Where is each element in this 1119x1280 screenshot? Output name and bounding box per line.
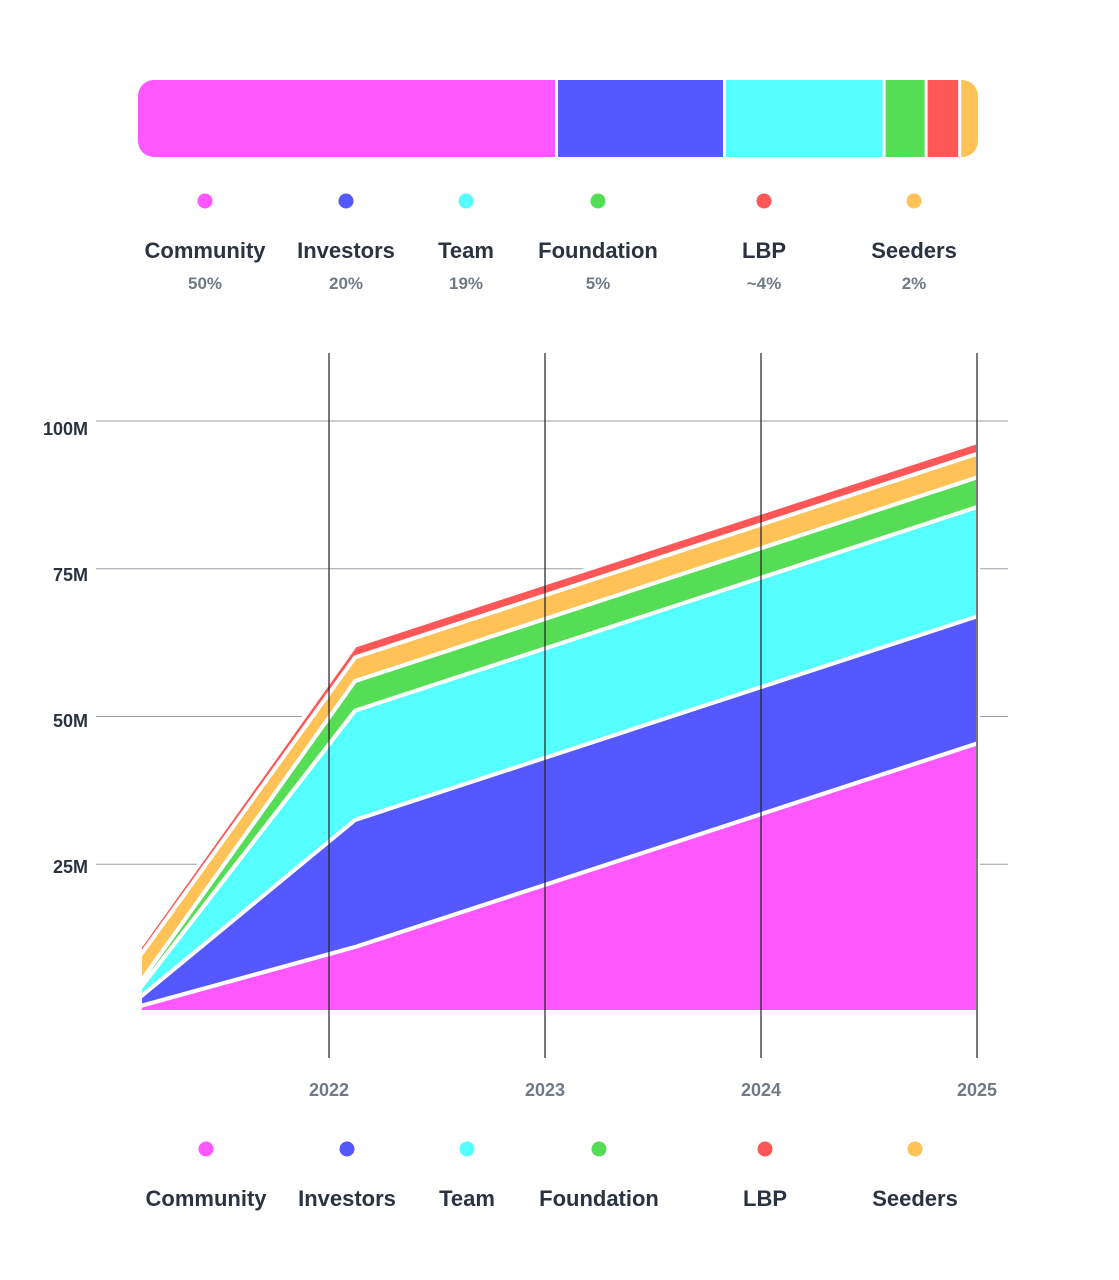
legend-name-team: Team <box>438 238 494 263</box>
legend-name-foundation: Foundation <box>539 1186 659 1211</box>
legend-pct-seeders: 2% <box>901 274 927 293</box>
legend-name-foundation: Foundation <box>538 238 658 263</box>
legend-name-community: Community <box>144 238 266 263</box>
legend-name-investors: Investors <box>297 238 395 263</box>
x-tick-label: 2025 <box>957 1080 997 1100</box>
allocation-bar <box>138 80 978 157</box>
legend-name-team: Team <box>439 1186 495 1211</box>
team-dot-icon <box>459 1141 475 1157</box>
legend-pct-lbp: ~4% <box>746 274 782 293</box>
legend-pct-team: 19% <box>448 274 484 293</box>
allocation-segment-lbp <box>927 80 959 157</box>
allocation-segment-seeders <box>961 80 978 157</box>
lbp-dot-icon <box>757 1141 773 1157</box>
foundation-dot-icon <box>590 193 606 209</box>
area-lbp <box>138 439 980 958</box>
seeders-dot-icon <box>907 1141 923 1157</box>
legend-name-investors: Investors <box>298 1186 396 1211</box>
legend-name-seeders: Seeders <box>871 238 957 263</box>
legend-name-lbp: LBP <box>743 1186 787 1211</box>
community-dot-icon <box>198 1141 214 1157</box>
legend-name-seeders: Seeders <box>872 1186 958 1211</box>
foundation-dot-icon <box>591 1141 607 1157</box>
allocation-segment-team <box>726 80 883 157</box>
investors-dot-icon <box>338 193 354 209</box>
legend-pct-community: 50% <box>187 274 223 293</box>
allocation-segment-foundation <box>885 80 925 157</box>
y-tick-label: 100M <box>43 419 88 439</box>
x-tick-label: 2022 <box>309 1080 349 1100</box>
allocation-segment-investors <box>558 80 723 157</box>
investors-dot-icon <box>339 1141 355 1157</box>
community-dot-icon <box>197 193 213 209</box>
y-tick-label: 25M <box>53 857 88 877</box>
legend-pct-investors: 20% <box>328 274 364 293</box>
lbp-dot-icon <box>756 193 772 209</box>
team-dot-icon <box>458 193 474 209</box>
legend-pct-foundation: 5% <box>585 274 611 293</box>
y-tick-label: 75M <box>53 565 88 585</box>
x-tick-label: 2023 <box>525 1080 565 1100</box>
allocation-segment-community <box>138 80 555 157</box>
seeders-dot-icon <box>906 193 922 209</box>
legend-name-community: Community <box>145 1186 267 1211</box>
x-tick-label: 2024 <box>741 1080 781 1100</box>
legend-name-lbp: LBP <box>742 238 786 263</box>
y-tick-label: 50M <box>53 711 88 731</box>
